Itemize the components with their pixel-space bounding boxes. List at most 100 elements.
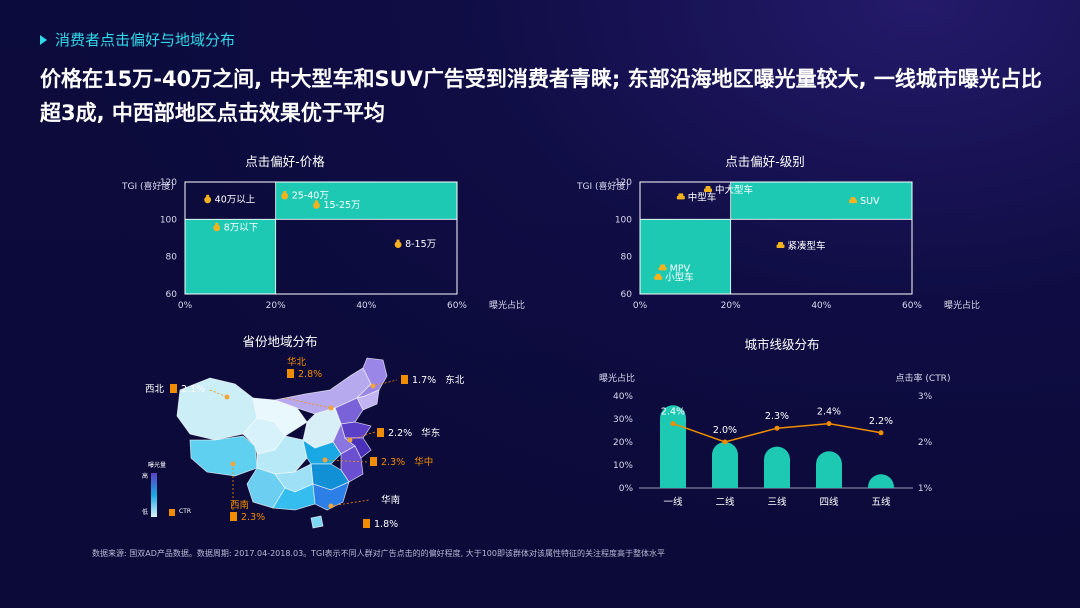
price-point-label: 8-15万: [405, 239, 436, 250]
tier-y2tick: 1%: [918, 484, 933, 494]
car-icon: [778, 241, 784, 245]
pointer-northwest: [209, 389, 228, 398]
car-icon: [776, 244, 785, 248]
region-tibet: [189, 435, 258, 477]
map-region-label: 2.3% 华中: [370, 457, 433, 469]
tier-ytick: 0%: [619, 484, 634, 494]
dot-northeast: [370, 383, 376, 389]
ctr-square-icon: [377, 428, 384, 437]
price-chart-title: 点击偏好-价格: [245, 154, 325, 169]
region-jiangsu: [343, 437, 372, 459]
china-region-map: [176, 357, 398, 529]
price-ylabel: TGI (喜好度): [121, 180, 174, 192]
tier-ytick: 10%: [613, 461, 633, 471]
level-xtick: 60%: [902, 301, 922, 311]
money-bag-icon: [206, 194, 210, 197]
map-region-label: 华南 1.8%: [363, 495, 400, 531]
level-xtick: 0%: [633, 301, 648, 311]
region-ctr-value: 2.2%: [388, 428, 413, 439]
legend-ctr: CTR: [179, 508, 192, 515]
pointer-east: [349, 431, 376, 441]
map-legend: 曝光量高低 CTR: [142, 462, 191, 517]
region-ctr-value: 2.3%: [381, 457, 406, 468]
map-region-label: 西南 2.3%: [230, 500, 265, 524]
tier-ctr-point: [670, 421, 676, 427]
level-point-label: 中型车: [688, 191, 717, 203]
map-provinces: [176, 357, 388, 529]
car-icon: [704, 188, 712, 192]
legend-title: 曝光量: [148, 462, 167, 469]
tier-ctr-label: 2.2%: [869, 416, 893, 427]
level-ytick: 100: [615, 215, 632, 225]
level-point-label: 紧凑型车: [788, 240, 826, 252]
map-region-label: 西北 2.1%: [145, 384, 205, 396]
city-tier-chart: 曝光占比 点击率 (CTR) 0% 10% 20% 30% 40% 1% 2% 3% 一线 二线 三线 四…: [599, 372, 950, 508]
region-hainan: [310, 515, 324, 529]
region-hubei: [302, 439, 342, 465]
money-bag-icon: [215, 222, 219, 225]
tier-bar: [816, 451, 842, 488]
headline: 价格在15万-40万之间, 中大型车和SUV广告受到消费者青睐; 东部沿海地区曝…: [40, 67, 1042, 125]
level-xtick: 20%: [721, 301, 741, 311]
level-quadrant-fill: [730, 182, 912, 220]
tier-ctr-point: [774, 425, 780, 431]
pointer-northeast: [372, 379, 398, 387]
car-icon: [678, 193, 684, 197]
level-ytick: 120: [615, 178, 632, 188]
map-pointers: [209, 379, 398, 510]
section-title: 消费者点击偏好与地域分布: [40, 29, 235, 50]
money-bag-icon: [314, 200, 318, 203]
footnote: 数据来源: 国双AD产品数据。数据周期: 2017.04-2018.03。TGI…: [92, 549, 665, 558]
car-icon: [658, 266, 667, 271]
region-ctr-value: 2.1%: [181, 384, 206, 395]
tier-y2tick: 2%: [918, 438, 933, 448]
region-name: 西南: [230, 500, 250, 511]
ctr-square-icon: [370, 457, 377, 466]
dot-east: [347, 437, 353, 443]
region-ctr-value: 2.3%: [241, 512, 266, 523]
tier-bar: [764, 446, 790, 488]
level-point-label: 小型车: [665, 272, 694, 284]
map-chart-title: 省份地域分布: [242, 334, 318, 349]
tier-ctr-point: [826, 421, 832, 427]
money-bag-icon: [313, 202, 320, 209]
tier-category-label: 四线: [819, 496, 839, 508]
legend-low: 低: [142, 509, 149, 516]
price-quadrant-fill: [185, 219, 276, 294]
ctr-square-icon: [363, 519, 370, 528]
level-ytick: 60: [621, 290, 633, 300]
tier-ctr-label: 2.0%: [713, 425, 737, 436]
level-point-label: MPV: [670, 263, 691, 274]
tier-ctr-point: [722, 439, 728, 445]
tier-ylabel: 曝光占比: [599, 372, 635, 384]
tier-bar: [868, 474, 894, 488]
dot-northwest: [224, 394, 230, 400]
region-shandong: [340, 421, 372, 439]
level-plot-border: [639, 181, 913, 295]
tier-bar: [712, 442, 738, 488]
car-icon: [676, 195, 685, 200]
ctr-square-icon: [230, 512, 237, 521]
dot-north: [328, 405, 334, 411]
price-xtick: 40%: [356, 301, 376, 311]
section-title-text: 消费者点击偏好与地域分布: [55, 31, 236, 49]
price-ytick: 60: [166, 290, 178, 300]
price-xtick: 0%: [178, 301, 193, 311]
tier-ytick: 30%: [613, 415, 633, 425]
pointer-south: [330, 499, 370, 507]
car-icon: [654, 276, 663, 280]
car-icon: [705, 185, 711, 189]
map-region-label: 2.2% 华东: [377, 428, 440, 440]
level-chart-title: 点击偏好-级别: [725, 154, 805, 169]
ctr-square-icon: [170, 384, 178, 393]
price-ytick: 120: [160, 178, 177, 188]
region-name: 东北: [445, 375, 465, 386]
region-ctr-value: 2.8%: [298, 369, 323, 380]
level-point-label: SUV: [860, 196, 880, 207]
tier-ctr-label: 2.3%: [765, 411, 789, 422]
tier-ctr-label: 2.4%: [817, 407, 841, 418]
level-xtick: 40%: [811, 301, 831, 311]
car-icon: [655, 273, 661, 277]
dot-central: [322, 457, 328, 463]
